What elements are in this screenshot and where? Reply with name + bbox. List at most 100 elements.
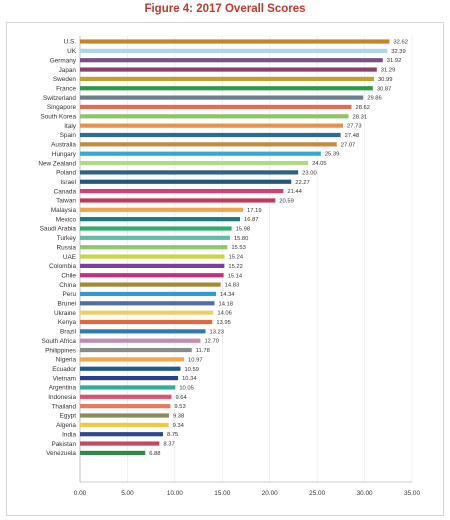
category-label: Sweden: [53, 76, 77, 83]
category-label: Ecuador: [52, 366, 77, 373]
category-label: Malaysia: [51, 207, 77, 214]
bar: [80, 95, 364, 100]
bar: [80, 329, 206, 334]
bar: [80, 76, 374, 81]
category-label: Singapore: [47, 104, 77, 111]
category-label: Japan: [59, 67, 77, 74]
category-label: Pakistan: [51, 441, 76, 448]
category-label: Nigeria: [56, 357, 77, 364]
category-label: Spain: [60, 132, 77, 139]
category-label: Saudi Arabia: [40, 226, 77, 233]
category-label: UAE: [63, 254, 76, 261]
bar: [80, 142, 337, 147]
value-label: 29.86: [367, 96, 382, 102]
bar: [80, 413, 169, 418]
value-label: 10.34: [182, 376, 197, 382]
value-label: 21.44: [287, 189, 302, 195]
value-label: 23.00: [302, 170, 317, 176]
bar: [80, 48, 388, 53]
category-label: Philippines: [45, 347, 76, 354]
category-label: Brazil: [60, 329, 76, 336]
category-label: France: [56, 85, 76, 92]
value-label: 15.24: [229, 255, 244, 261]
value-label: 13.95: [216, 320, 231, 326]
chart-title: Figure 4: 2017 Overall Scores: [144, 3, 306, 15]
value-label: 31.92: [387, 58, 402, 64]
bar: [80, 198, 276, 203]
bar: [80, 217, 241, 222]
bar: [80, 282, 221, 287]
value-label: 31.29: [381, 68, 396, 74]
value-label: 28.31: [353, 114, 368, 120]
category-label: Thailand: [51, 403, 76, 410]
category-label: U.S.: [64, 39, 77, 46]
bar: [80, 273, 224, 278]
value-label: 9.64: [175, 395, 187, 401]
value-label: 28.62: [355, 105, 370, 111]
x-tick-label: 20.00: [262, 490, 278, 497]
bar: [80, 301, 215, 306]
bar: [80, 366, 181, 371]
bar: [80, 385, 176, 390]
bar: [80, 394, 172, 399]
bar: [80, 160, 309, 166]
value-label: 15.80: [234, 236, 249, 242]
value-label: 9.53: [174, 404, 185, 410]
bar: [80, 404, 171, 409]
value-label: 16.87: [244, 217, 259, 223]
category-label: Australia: [51, 142, 76, 149]
bar: [80, 376, 179, 381]
value-label: 14.34: [220, 292, 235, 298]
bar: [80, 123, 344, 128]
value-label: 9.34: [173, 423, 185, 429]
value-label: 14.06: [217, 311, 232, 317]
value-label: 15.22: [228, 264, 243, 270]
value-label: 13.23: [209, 329, 224, 335]
value-label: 8.75: [167, 432, 178, 438]
category-label: Ukraine: [54, 310, 76, 317]
x-tick-label: 5.00: [121, 490, 134, 497]
bar: [80, 450, 146, 455]
category-label: New Zealand: [38, 160, 76, 167]
chart-frame: [6, 22, 444, 516]
value-label: 27.48: [345, 133, 360, 139]
bar: [80, 422, 169, 427]
category-label: China: [59, 282, 76, 289]
value-label: 10.05: [179, 385, 194, 391]
bar: [80, 39, 390, 44]
bar: [80, 114, 349, 119]
category-label: Egypt: [60, 413, 77, 420]
category-label: Brunei: [58, 301, 76, 308]
category-label: Russia: [56, 244, 76, 251]
value-label: 10.59: [184, 367, 199, 373]
category-label: Germany: [50, 57, 77, 64]
value-label: 12.70: [204, 339, 219, 345]
value-label: 22.27: [295, 180, 310, 186]
bar: [80, 291, 217, 297]
bar: [80, 58, 383, 63]
category-label: UK: [67, 48, 77, 55]
category-label: Poland: [56, 170, 76, 177]
bar: [80, 263, 225, 268]
category-label: Canada: [54, 188, 77, 195]
category-label: Peru: [63, 291, 77, 298]
bar: [80, 441, 160, 446]
category-label: Turkey: [57, 235, 77, 242]
category-label: Hungary: [52, 151, 77, 158]
category-label: Vietnam: [53, 375, 76, 382]
bar: [80, 170, 299, 175]
value-label: 17.19: [247, 208, 262, 214]
bar: [80, 179, 292, 184]
bar: [80, 319, 213, 325]
category-label: Algeria: [56, 422, 76, 429]
bar: [80, 347, 192, 353]
x-tick-label: 25.00: [309, 490, 325, 497]
category-label: South Korea: [40, 114, 76, 121]
bar: [80, 245, 228, 250]
bar: [80, 357, 185, 362]
value-label: 15.14: [228, 273, 243, 279]
bar: [80, 67, 377, 72]
value-label: 14.83: [225, 283, 240, 289]
value-label: 6.88: [149, 451, 160, 457]
